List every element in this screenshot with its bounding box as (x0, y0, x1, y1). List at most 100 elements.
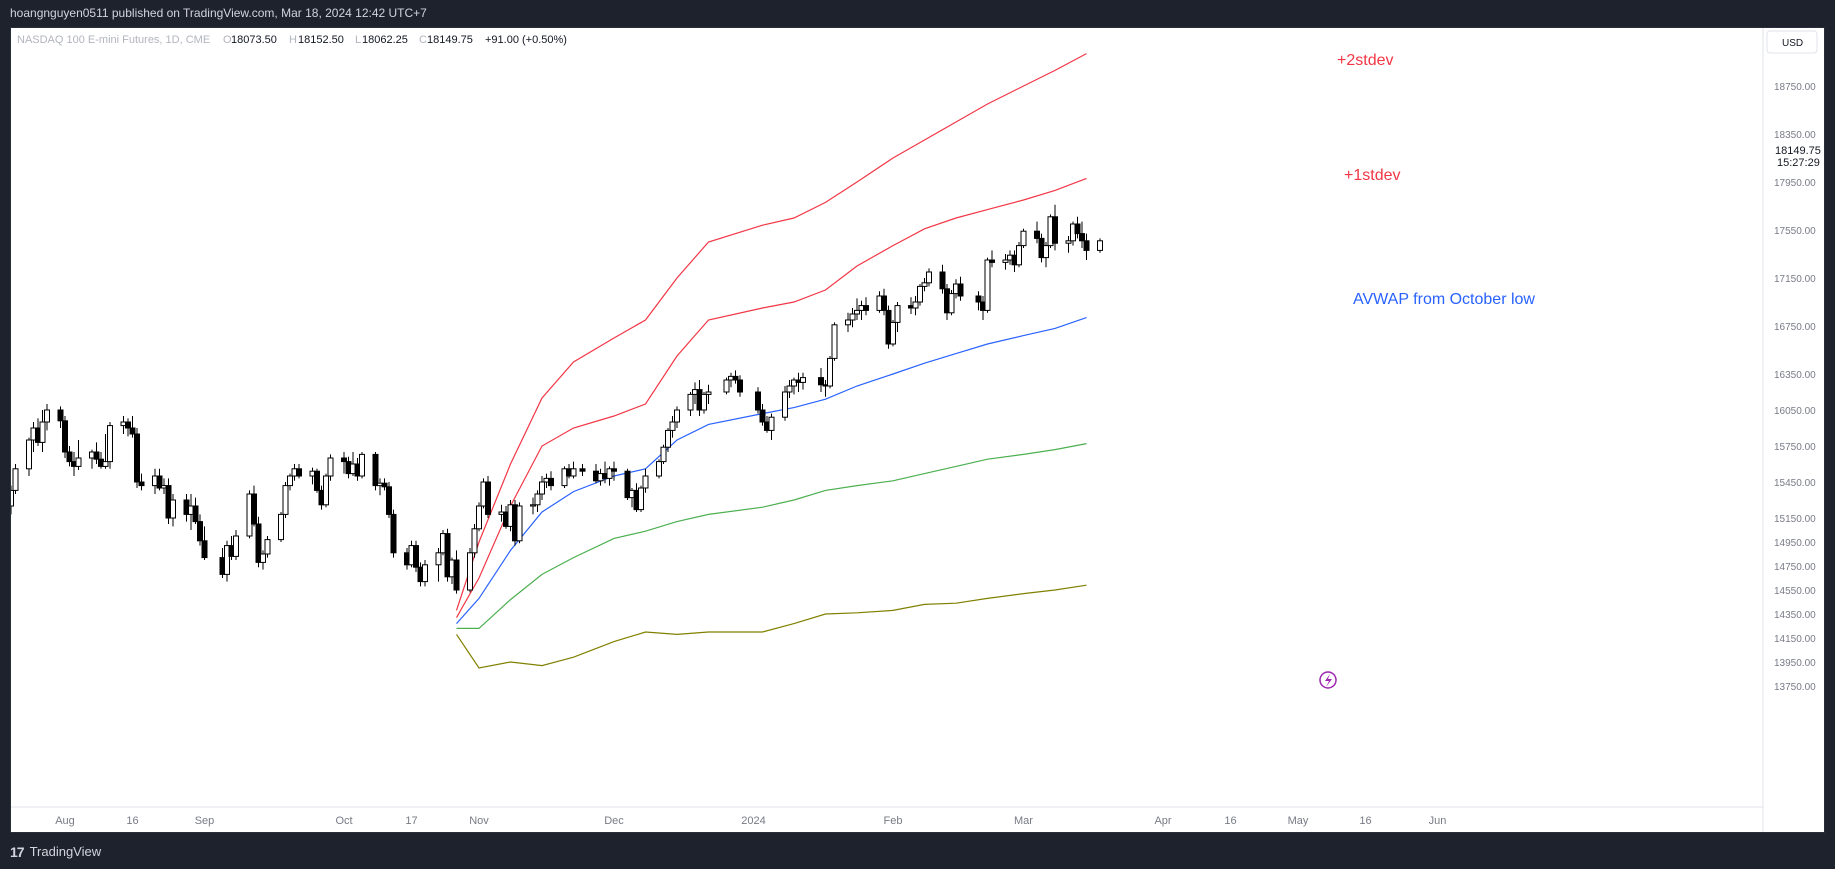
high-value: 18152.50 (298, 34, 344, 46)
candle-body (296, 468, 302, 477)
candle (372, 452, 379, 491)
candle (170, 494, 176, 527)
candle-body (957, 283, 964, 297)
candle (611, 461, 617, 481)
candle (233, 530, 239, 560)
open-value: 18073.50 (231, 34, 277, 46)
candle (341, 452, 347, 474)
candle (476, 502, 482, 532)
y-tick-label: 17550.00 (1774, 226, 1816, 237)
time-scale[interactable]: Aug 16 Sep Oct 17 Nov Dec 2024 Feb Mar Apr 16 May 16 J… (55, 815, 1446, 827)
candle-body (107, 425, 113, 463)
candle-body (1097, 240, 1103, 251)
candle (422, 560, 428, 587)
candle (282, 482, 289, 518)
candle-body (534, 493, 541, 506)
candle-body (755, 391, 761, 411)
candle (845, 312, 851, 332)
candle (386, 482, 392, 518)
candle (701, 392, 707, 414)
candle (948, 290, 955, 316)
candle-body (854, 309, 860, 315)
candle (1097, 238, 1103, 253)
candle-body (251, 493, 257, 525)
candle-body (660, 446, 667, 463)
candle-body (539, 481, 545, 495)
candle-body (791, 379, 797, 387)
candle (732, 370, 739, 384)
tradingview-logo-icon[interactable]: 17 (10, 844, 25, 860)
candle (800, 372, 806, 390)
footer-brand[interactable]: TradingView (29, 844, 102, 859)
candle-body (381, 482, 388, 488)
candle (314, 468, 320, 493)
candle-body (989, 259, 995, 263)
candle-body (737, 379, 743, 393)
y-tick-label: 16750.00 (1774, 322, 1816, 333)
last-price-label: 18149.75 (1775, 145, 1821, 157)
plus1-stdev-label: +1stdev (1344, 167, 1400, 184)
chart-frame[interactable]: NASDAQ 100 E-mini Futures, 1D, CME O 180… (8, 27, 1825, 833)
candle-body (224, 545, 230, 575)
y-tick-label: 16050.00 (1774, 406, 1816, 417)
candle-body (1052, 216, 1058, 244)
candle (1074, 216, 1081, 239)
candle (75, 440, 82, 470)
candle (530, 497, 536, 515)
currency-button[interactable] (1766, 30, 1818, 54)
y-tick-label: 15750.00 (1774, 442, 1816, 453)
candle-body (1043, 245, 1049, 259)
candle-body (278, 513, 284, 541)
candle-body (1083, 240, 1090, 251)
price-scale[interactable]: USD 18149.75 15:27:29 18750.00 18350.00 17… (1766, 30, 1821, 693)
candle (296, 464, 302, 479)
candle (894, 302, 901, 332)
candle (827, 356, 833, 389)
candle (975, 291, 982, 311)
candle-body (1079, 233, 1085, 242)
candle (570, 461, 577, 479)
candle (534, 490, 541, 512)
candle-body (782, 391, 788, 418)
candle-body (701, 393, 707, 411)
candle (606, 466, 613, 486)
candle-body (638, 487, 644, 511)
candle-body (642, 475, 649, 489)
candle-body (845, 319, 851, 326)
candle (674, 406, 680, 428)
candle (471, 524, 478, 558)
candle-body (656, 461, 662, 477)
symbol-name: NASDAQ 100 E-mini Futures, 1D, CME (17, 34, 210, 46)
candle-body (314, 470, 320, 491)
candle-body (26, 439, 32, 470)
candle (192, 497, 199, 524)
candle-body (12, 468, 19, 491)
candle-body (948, 293, 955, 314)
candle (444, 528, 451, 582)
footer-bar: 17 TradingView (0, 835, 1835, 869)
candle-body (341, 457, 347, 463)
candle (102, 434, 109, 469)
candle (1065, 236, 1072, 253)
candle-body (476, 505, 482, 530)
lightning-icon[interactable] (1319, 671, 1337, 689)
candle-body (134, 433, 140, 483)
candle-body (287, 475, 293, 487)
x-tick-label: 16 (1224, 815, 1236, 827)
candle (1034, 221, 1040, 244)
candle (831, 322, 838, 361)
candlestick-chart[interactable]: NASDAQ 100 E-mini Futures, 1D, CME O 180… (8, 28, 1824, 832)
candle-body (323, 475, 329, 506)
candle (264, 536, 271, 558)
band-line-avwap (456, 317, 1087, 624)
candle (62, 416, 68, 458)
candle (66, 446, 73, 467)
candle (642, 468, 649, 493)
candle (863, 297, 869, 316)
candle-body (390, 513, 397, 554)
candle-body (926, 271, 932, 284)
candle-body (8, 489, 14, 507)
candle-body (912, 301, 919, 309)
candle (134, 428, 140, 488)
candle-body (921, 282, 928, 287)
